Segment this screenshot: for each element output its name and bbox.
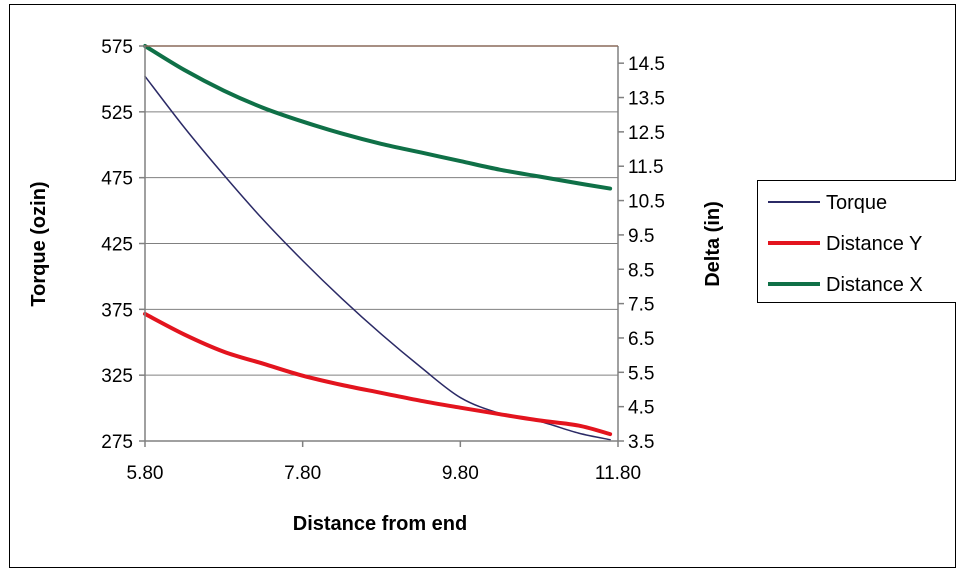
right-tick-label: 4.5 [628,398,654,419]
left-tick-label: 325 [101,366,133,387]
left-tick-label: 375 [101,300,133,321]
series-line-distance-x [145,46,610,189]
legend-label-torque: Torque [826,192,887,214]
x-axis-ticks: 5.80 7.80 9.80 11.80 [127,441,642,484]
gridlines [145,112,618,375]
x-tick-label: 7.80 [284,463,321,484]
y2-axis-title: Delta (in) [702,201,724,287]
right-tick-label: 12.5 [628,123,665,144]
series-line-torque [145,76,610,439]
legend-label-distance-x: Distance X [826,274,923,296]
x-axis-title: Distance from end [293,513,467,535]
right-tick-label: 13.5 [628,89,665,110]
left-tick-label: 575 [101,37,133,58]
right-tick-label: 5.5 [628,363,654,384]
series-layer [145,46,610,440]
right-tick-label: 6.5 [628,329,654,350]
right-tick-label: 11.5 [628,157,664,178]
right-tick-label: 8.5 [628,260,654,281]
legend-label-distance-y: Distance Y [826,233,922,255]
left-axis-ticks: 275 325 375 425 475 525 575 [101,37,145,453]
right-tick-label: 14.5 [628,54,665,75]
series-line-distance-y [145,314,610,434]
right-tick-label: 10.5 [628,192,665,213]
right-tick-label: 3.5 [628,432,654,453]
x-tick-label: 11.80 [595,463,641,484]
y-axis-title: Torque (ozin) [28,181,50,306]
right-tick-label: 9.5 [628,226,654,247]
x-tick-label: 5.80 [127,463,164,484]
right-tick-label: 7.5 [628,295,654,316]
legend: Torque Distance Y Distance X [758,181,956,303]
left-tick-label: 425 [101,235,133,256]
left-tick-label: 525 [101,103,133,124]
left-tick-label: 475 [101,169,133,190]
right-axis-ticks: 3.5 4.5 5.5 6.5 7.5 8.5 9.5 10.5 11.5 12.5 13.5 14.… [618,54,665,453]
x-tick-label: 9.80 [442,463,479,484]
left-tick-label: 275 [101,432,133,453]
